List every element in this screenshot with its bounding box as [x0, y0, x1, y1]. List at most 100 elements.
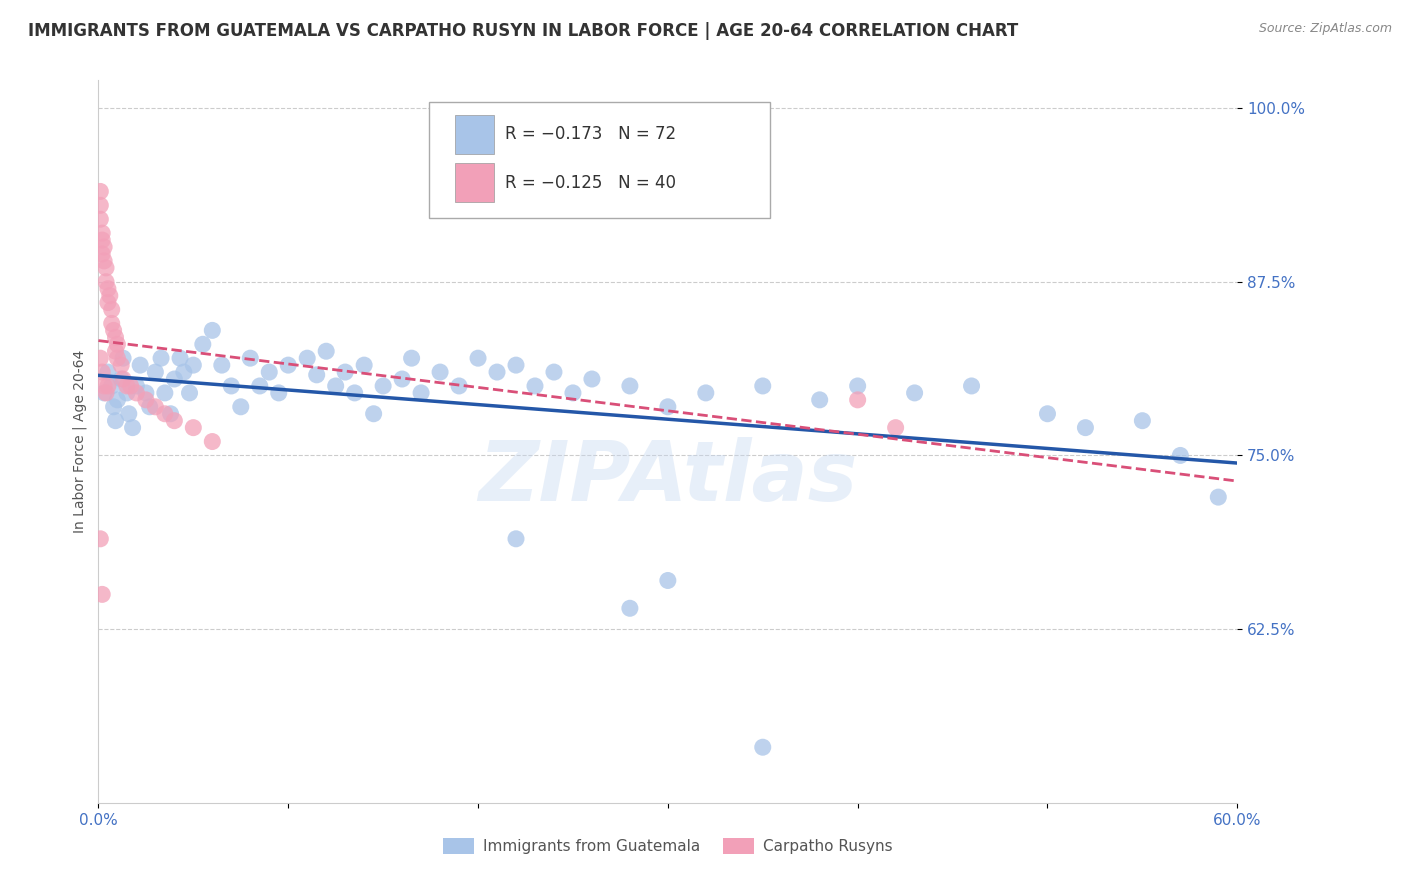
Point: [1074, 420, 1097, 434]
Point: [120, 379, 142, 393]
Point: [201, 434, 224, 449]
Point: [1170, 449, 1192, 463]
Point: [401, 351, 423, 366]
Point: [884, 420, 907, 434]
Point: [581, 372, 603, 386]
Point: [657, 574, 679, 588]
FancyBboxPatch shape: [429, 102, 770, 218]
Point: [97, 282, 120, 296]
Point: [163, 414, 186, 428]
Point: [97, 379, 120, 393]
Point: [752, 740, 775, 755]
Point: [104, 414, 127, 428]
Point: [259, 365, 281, 379]
Point: [325, 379, 347, 393]
Point: [211, 358, 233, 372]
Point: [391, 372, 413, 386]
Point: [150, 351, 173, 366]
Point: [305, 368, 328, 382]
Point: [121, 420, 143, 434]
FancyBboxPatch shape: [456, 115, 494, 154]
Point: [100, 302, 122, 317]
Point: [153, 407, 176, 421]
Point: [112, 351, 135, 366]
Point: [904, 385, 927, 400]
Point: [169, 351, 191, 366]
Point: [221, 379, 243, 393]
Point: [343, 385, 366, 400]
Point: [335, 365, 357, 379]
Point: [315, 344, 337, 359]
Point: [145, 400, 167, 414]
Point: [107, 337, 129, 351]
Point: [467, 351, 489, 366]
Point: [107, 392, 129, 407]
Point: [562, 385, 585, 400]
Text: R = −0.125   N = 40: R = −0.125 N = 40: [505, 174, 676, 192]
Point: [229, 400, 252, 414]
Point: [104, 330, 127, 344]
Point: [846, 392, 869, 407]
Point: [695, 385, 717, 400]
Point: [371, 379, 394, 393]
Legend: Immigrants from Guatemala, Carpatho Rusyns: Immigrants from Guatemala, Carpatho Rusy…: [437, 832, 898, 860]
Point: [657, 400, 679, 414]
Point: [1132, 414, 1154, 428]
Point: [524, 379, 547, 393]
Point: [93, 253, 115, 268]
Point: [98, 288, 121, 302]
Point: [173, 365, 195, 379]
Point: [135, 392, 157, 407]
Point: [100, 379, 122, 393]
Point: [89, 212, 111, 227]
Point: [89, 198, 111, 212]
Point: [110, 372, 132, 386]
Point: [125, 385, 148, 400]
Point: [93, 379, 115, 393]
Point: [846, 379, 869, 393]
Point: [118, 407, 141, 421]
Point: [97, 365, 120, 379]
Point: [191, 337, 214, 351]
Point: [115, 379, 138, 393]
Point: [1208, 490, 1230, 504]
Point: [94, 260, 117, 275]
Point: [135, 385, 157, 400]
Point: [543, 365, 565, 379]
Point: [505, 532, 527, 546]
Point: [486, 365, 509, 379]
Point: [363, 407, 385, 421]
Point: [125, 379, 148, 393]
Point: [115, 385, 138, 400]
Point: [94, 385, 117, 400]
Point: [808, 392, 831, 407]
Point: [93, 240, 115, 254]
Point: [91, 365, 114, 379]
Point: [103, 400, 125, 414]
Text: IMMIGRANTS FROM GUATEMALA VS CARPATHO RUSYN IN LABOR FORCE | AGE 20-64 CORRELATI: IMMIGRANTS FROM GUATEMALA VS CARPATHO RU…: [28, 22, 1018, 40]
Point: [183, 420, 205, 434]
Point: [239, 351, 262, 366]
Point: [277, 358, 299, 372]
Text: ZIPAtlas: ZIPAtlas: [478, 437, 858, 518]
Point: [752, 379, 775, 393]
Point: [411, 385, 433, 400]
Point: [163, 372, 186, 386]
Point: [107, 351, 129, 366]
Point: [183, 358, 205, 372]
Point: [159, 407, 181, 421]
Point: [89, 532, 111, 546]
Point: [201, 323, 224, 337]
Point: [91, 247, 114, 261]
Point: [153, 385, 176, 400]
Point: [505, 358, 527, 372]
Point: [353, 358, 375, 372]
Point: [179, 385, 201, 400]
Point: [93, 385, 115, 400]
Text: R = −0.173   N = 72: R = −0.173 N = 72: [505, 126, 676, 144]
Point: [94, 275, 117, 289]
Point: [145, 365, 167, 379]
Point: [91, 226, 114, 240]
Point: [429, 365, 451, 379]
FancyBboxPatch shape: [456, 163, 494, 202]
